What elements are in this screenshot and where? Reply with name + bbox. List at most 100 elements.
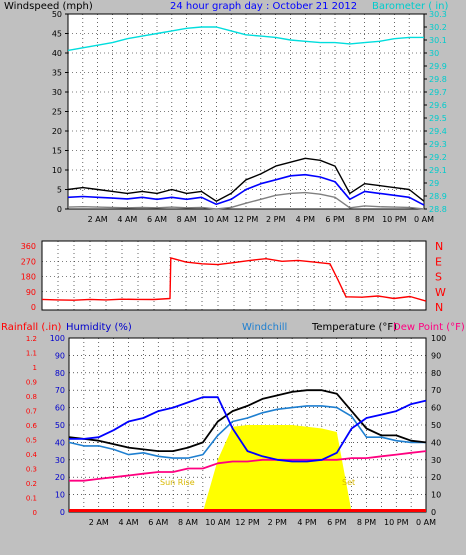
rainfall-tick-label: 0.6: [26, 422, 38, 430]
temperature-axis-label: Temperature (°F): [311, 322, 397, 333]
barometer-tick-label: 28.8: [429, 205, 447, 214]
wind-x-tick-label: 8 AM: [177, 215, 197, 224]
temperature-x-tick-label: 0 AM: [416, 518, 436, 527]
wind-x-tick-label: 8 PM: [355, 215, 374, 224]
direction-tick-label: 270: [21, 257, 36, 266]
rainfall-tick-label: 0.4: [26, 451, 38, 459]
dewpoint-axis-label: Dew Point (°F): [393, 322, 465, 333]
barometer-tick-label: 29.9: [429, 62, 447, 71]
humidity-tick-label: 10: [55, 491, 65, 500]
compass-tick-label: N: [435, 240, 443, 253]
barometer-tick-label: 29.2: [429, 153, 447, 162]
wind-x-tick-label: 6 PM: [325, 215, 344, 224]
windchill-line: [68, 405, 426, 459]
temperature-tick-label: 30: [431, 456, 441, 465]
humidity-tick-label: 80: [55, 369, 65, 378]
temperature-x-tick-label: 2 PM: [268, 518, 287, 527]
wind-axis-label: Windspeed (mph): [4, 1, 93, 12]
wind-low-line: [67, 191, 425, 210]
chart-title: 24 hour graph day : October 21 2012: [170, 1, 357, 12]
barometer-tick-label: 30.3: [429, 10, 447, 19]
temperature-tick-label: 60: [431, 404, 441, 413]
wind-x-tick-label: 6 AM: [147, 215, 167, 224]
rainfall-tick-label: 0.3: [26, 466, 37, 474]
humidity-tick-label: 70: [55, 386, 65, 395]
barometer-tick-label: 30.2: [429, 23, 447, 32]
wind-x-ticks: 2 AM 4 AM 6 AM 8 AM 10 AM 12 PM 2 PM 4 PM 6 PM 8 …: [88, 215, 434, 224]
humidity-tick-label: 90: [55, 351, 65, 360]
wind-x-tick-label: 10 PM: [382, 215, 407, 224]
barometer-tick-label: 29.1: [429, 166, 447, 175]
temperature-x-ticks: 2 AM 4 AM 6 AM 8 AM 10 AM 12 PM 2 PM 4 PM 6 PM 8 …: [89, 518, 436, 527]
rainfall-tick-label: 0.8: [26, 393, 37, 401]
wind-gust-line: [67, 157, 425, 202]
barometer-tick-label: 29.6: [429, 101, 447, 110]
rainfall-tick-label: 1.1: [26, 350, 37, 358]
temperature-x-tick-label: 4 PM: [297, 518, 316, 527]
dewpoint-line: [69, 450, 427, 482]
rainfall-tick-label: 0.9: [26, 379, 37, 387]
wind-tick-label: 10: [52, 166, 62, 175]
wind-tick-label: 5: [57, 186, 62, 195]
wind-grid: [68, 14, 424, 209]
humidity-tick-label: 30: [55, 456, 65, 465]
wind-tick-label: 0: [57, 205, 62, 214]
windchill-label: Windchill: [242, 322, 287, 333]
temperature-tick-label: 20: [431, 473, 441, 482]
barometer-line: [67, 26, 424, 52]
wind-speed-line: [67, 173, 425, 206]
wind-tick-label: 30: [52, 88, 62, 97]
barometer-tick-label: 29.4: [429, 127, 447, 136]
wind-tick-label: 20: [52, 127, 62, 136]
wind-tick-label: 45: [52, 30, 62, 39]
sunset-annotation: Set: [342, 478, 355, 487]
rainfall-tick-label: 0.7: [26, 408, 37, 416]
rainfall-tick-label: 0: [33, 509, 37, 517]
temperature-tick-label: 70: [431, 386, 441, 395]
temperature-tick-label: 10: [431, 491, 441, 500]
wind-x-tick-label: 12 PM: [234, 215, 259, 224]
wind-series: [67, 26, 425, 210]
wind-tick-label: 50: [52, 10, 62, 19]
solar-radiation-area: [69, 425, 426, 512]
temperature-ticks: 0 10 20 30 40 50 60 70 80 90 100: [431, 334, 446, 517]
barometer-tick-label: 29.5: [429, 114, 447, 123]
temperature-tick-label: 0: [431, 508, 436, 517]
wind-tick-label: 40: [52, 49, 62, 58]
humidity-tick-label: 40: [55, 438, 65, 447]
direction-tick-label: 180: [21, 273, 36, 282]
direction-grid: [42, 241, 426, 310]
wind-x-tick-label: 2 AM: [88, 215, 108, 224]
barometer-tick-label: 29.8: [429, 75, 447, 84]
compass-tick-label: W: [435, 286, 446, 299]
temperature-x-tick-label: 4 AM: [118, 518, 138, 527]
sunrise-annotation: Sun Rise: [160, 478, 195, 487]
humidity-tick-label: 100: [50, 334, 65, 343]
temperature-x-tick-label: 10 AM: [205, 518, 230, 527]
wind-x-tick-label: 0 AM: [414, 215, 434, 224]
wind-x-tick-label: 4 AM: [117, 215, 137, 224]
temperature-tick-label: 90: [431, 351, 441, 360]
direction-tick-label: 0: [31, 303, 36, 312]
wind-tick-label: 25: [52, 108, 62, 117]
rainfall-tick-label: 0.2: [26, 480, 37, 488]
temperature-series: [68, 389, 427, 512]
humidity-line: [69, 396, 427, 463]
rainfall-tick-label: 0.1: [26, 495, 37, 503]
compass-tick-label: E: [435, 255, 442, 268]
wind-x-tick-label: 2 PM: [266, 215, 285, 224]
wind-x-tick-label: 10 AM: [204, 215, 229, 224]
temperature-x-tick-label: 8 AM: [178, 518, 198, 527]
temperature-tick-label: 40: [431, 438, 441, 447]
temperature-tick-label: 100: [431, 334, 446, 343]
barometer-tick-label: 29.7: [429, 88, 447, 97]
wind-tick-label: 35: [52, 69, 62, 78]
humidity-ticks: 0 10 20 30 40 50 60 70 80 90 100: [50, 334, 65, 517]
temperature-x-tick-label: 10 PM: [384, 518, 409, 527]
temperature-x-tick-label: 6 PM: [327, 518, 346, 527]
barometer-tick-label: 30: [429, 49, 439, 58]
humidity-tick-label: 50: [55, 421, 65, 430]
barometer-tick-label: 29: [429, 179, 439, 188]
